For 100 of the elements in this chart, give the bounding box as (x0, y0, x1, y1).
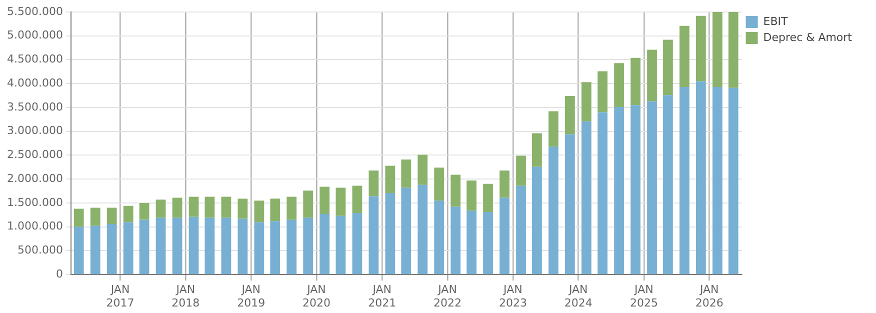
bar (434, 168, 444, 201)
bar (728, 88, 738, 274)
bar (74, 226, 84, 274)
bar (368, 170, 379, 196)
bar (680, 86, 690, 274)
bar (548, 146, 558, 274)
y-tick-label: 1.000.000 (7, 220, 63, 233)
bar (647, 101, 657, 274)
bar (450, 174, 461, 207)
bar (286, 196, 297, 220)
bar (630, 105, 640, 274)
x-tick-label: JAN 2025 (630, 283, 658, 310)
bar (663, 40, 673, 96)
bar (352, 213, 362, 274)
x-tick-label: JAN 2024 (564, 283, 592, 310)
bar (221, 196, 232, 218)
bar (500, 198, 510, 274)
bar (352, 186, 362, 214)
bar (614, 107, 624, 274)
y-tick-label: 4.500.000 (7, 52, 63, 66)
bar (401, 188, 412, 274)
bar (254, 222, 264, 274)
bar (647, 50, 657, 102)
x-tick-label: JAN 2020 (302, 283, 331, 310)
bar (450, 206, 461, 274)
bar (320, 186, 330, 214)
bar (466, 210, 476, 274)
bar (188, 196, 199, 217)
bar (385, 192, 396, 274)
bar (581, 121, 592, 274)
bar (303, 218, 314, 274)
bar (663, 95, 673, 274)
bar (254, 200, 264, 222)
bar (728, 12, 738, 88)
bar (106, 224, 117, 274)
bar (712, 86, 722, 274)
bar (500, 170, 510, 198)
bar (188, 216, 199, 274)
bar (598, 112, 608, 274)
bar (221, 218, 232, 274)
bar (320, 214, 330, 274)
bar (74, 208, 84, 227)
bar (139, 202, 150, 220)
legend-label: EBIT (763, 14, 788, 28)
bar (696, 16, 706, 82)
y-tick-label: 0 (56, 267, 63, 280)
bar (532, 166, 542, 274)
bar (516, 156, 526, 186)
bar (106, 208, 117, 224)
bar (90, 226, 100, 274)
bar (204, 196, 215, 218)
bar (286, 220, 297, 274)
bar (581, 82, 592, 122)
bar (336, 216, 346, 274)
bar (238, 218, 248, 274)
y-tick-label: 4.000.000 (7, 76, 63, 90)
bar (598, 71, 608, 112)
bar (483, 184, 493, 212)
bar (336, 188, 346, 216)
bar (270, 198, 280, 222)
y-tick-label: 500.000 (17, 244, 63, 257)
x-tick-label: JAN 2022 (434, 283, 462, 310)
bar (156, 218, 166, 274)
bar (123, 222, 134, 274)
y-tick-label: 5.500.000 (7, 4, 63, 18)
bar (172, 218, 182, 274)
bar (238, 198, 248, 219)
x-tick-label: JAN 2017 (106, 283, 134, 310)
legend-label: Deprec & Amort (763, 30, 853, 44)
x-tick-label: JAN 2021 (368, 283, 396, 310)
bar (401, 160, 412, 188)
y-tick-label: 2.500.000 (7, 148, 63, 162)
y-tick-label: 3.500.000 (7, 100, 63, 114)
bar (204, 218, 215, 274)
y-tick-label: 5.000.000 (7, 28, 63, 42)
bar (90, 208, 100, 226)
bar (156, 200, 166, 218)
bar (466, 180, 476, 211)
bar (680, 26, 690, 87)
bar (172, 198, 182, 218)
bar (385, 166, 396, 193)
bar (139, 220, 150, 274)
bar (516, 186, 526, 274)
bar (564, 134, 575, 274)
bar (418, 184, 428, 274)
bar (483, 212, 493, 274)
bar (548, 111, 558, 147)
bar (712, 12, 722, 87)
bar (368, 196, 379, 274)
bar (270, 221, 280, 274)
bar (123, 206, 134, 222)
bar (696, 81, 706, 274)
x-tick-label: JAN 2018 (172, 283, 200, 310)
x-tick-label: JAN 2023 (498, 283, 527, 310)
bar (303, 190, 314, 218)
y-tick-label: 1.500.000 (7, 196, 63, 209)
x-tick-label: JAN 2026 (695, 283, 724, 310)
bar (564, 96, 575, 134)
bar (532, 133, 542, 167)
bar (630, 58, 640, 106)
